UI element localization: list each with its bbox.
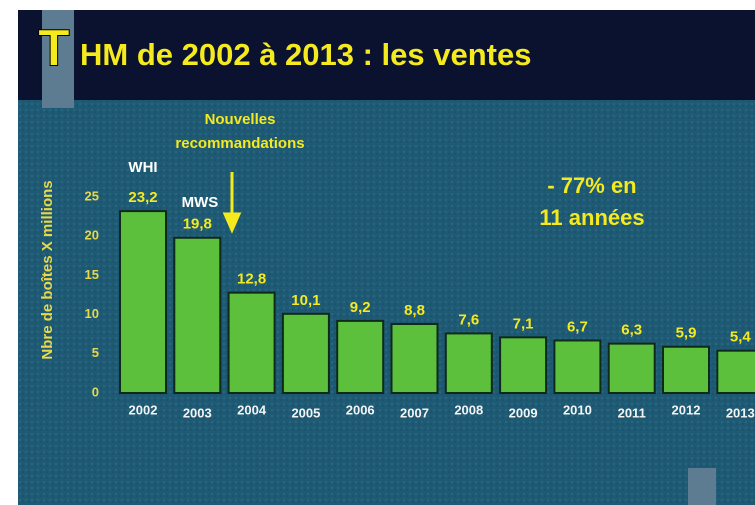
annotation: WHI bbox=[128, 159, 157, 176]
x-tick-label: 2010 bbox=[563, 402, 592, 417]
title-initial: T bbox=[38, 20, 70, 78]
annotation: recommandations bbox=[175, 135, 304, 152]
y-tick-label: 10 bbox=[85, 306, 99, 321]
x-tick-label: 2009 bbox=[509, 405, 538, 420]
y-axis-label: Nbre de boîtes X millions bbox=[39, 180, 56, 359]
value-label: 23,2 bbox=[128, 189, 157, 206]
title-band bbox=[18, 10, 755, 100]
bar bbox=[227, 291, 276, 395]
y-tick-label: 20 bbox=[85, 228, 99, 243]
value-label: 5,9 bbox=[676, 325, 697, 342]
decor-bar bbox=[42, 10, 74, 108]
value-label: 12,8 bbox=[237, 271, 266, 288]
bar bbox=[499, 336, 548, 394]
bar bbox=[390, 323, 439, 394]
bar bbox=[607, 342, 656, 394]
y-tick-label: 5 bbox=[92, 345, 99, 360]
value-label: 6,3 bbox=[621, 322, 642, 339]
value-label: 9,2 bbox=[350, 299, 371, 316]
value-label: 7,1 bbox=[513, 315, 534, 332]
x-tick-label: 2006 bbox=[346, 402, 375, 417]
x-tick-label: 2011 bbox=[618, 405, 646, 420]
x-tick-label: 2004 bbox=[237, 402, 267, 417]
x-tick-label: 2013 bbox=[726, 405, 755, 420]
bar bbox=[281, 312, 330, 395]
arrow bbox=[222, 172, 242, 234]
x-tick-label: 2003 bbox=[183, 405, 212, 420]
x-tick-label: 2005 bbox=[291, 405, 320, 420]
value-label: 7,6 bbox=[458, 311, 479, 328]
annotation: MWS bbox=[182, 194, 219, 211]
bar bbox=[336, 319, 385, 395]
decor-bar bbox=[688, 468, 716, 505]
bar bbox=[173, 236, 222, 394]
x-tick-label: 2012 bbox=[672, 402, 701, 417]
value-label: 10,1 bbox=[291, 292, 320, 309]
y-tick-label: 0 bbox=[92, 384, 99, 399]
y-tick-label: 15 bbox=[85, 267, 99, 282]
value-label: 6,7 bbox=[567, 318, 588, 335]
x-tick-label: 2008 bbox=[454, 402, 483, 417]
value-label: 19,8 bbox=[183, 216, 212, 233]
annotation: - 77% en bbox=[547, 173, 636, 198]
x-tick-label: 2002 bbox=[129, 402, 158, 417]
x-tick-label: 2007 bbox=[400, 405, 429, 420]
bar bbox=[553, 339, 602, 394]
value-label: 8,8 bbox=[404, 302, 425, 319]
bar bbox=[119, 210, 167, 394]
bar bbox=[444, 332, 493, 394]
value-label: 5,4 bbox=[730, 329, 752, 346]
annotation: Nouvelles bbox=[205, 111, 276, 128]
y-tick-label: 25 bbox=[85, 188, 99, 203]
chart-title: HM de 2002 à 2013 : les ventes bbox=[80, 37, 531, 72]
bar bbox=[716, 349, 755, 394]
annotation: 11 années bbox=[539, 205, 644, 230]
bar bbox=[662, 345, 710, 394]
